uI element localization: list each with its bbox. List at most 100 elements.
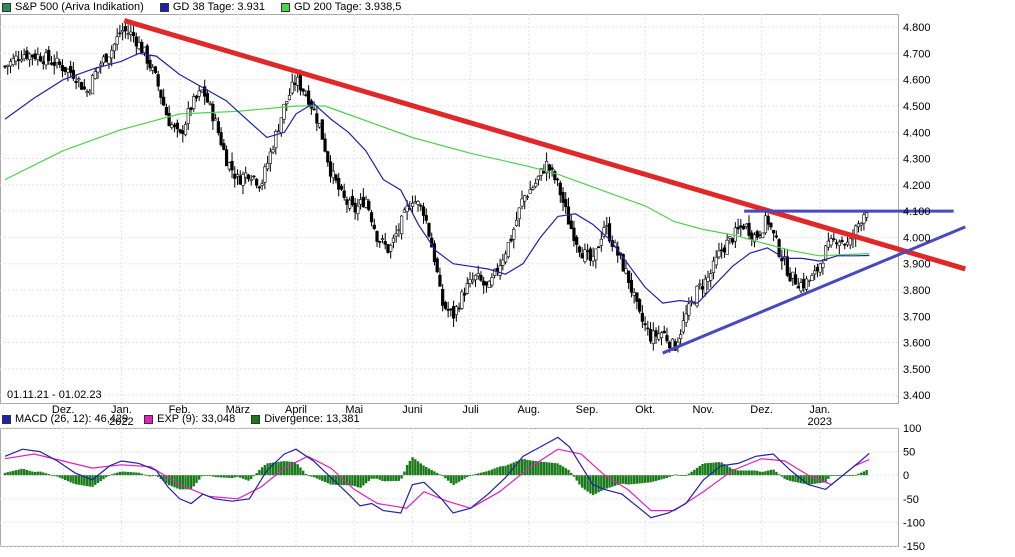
candle-body: [594, 248, 598, 261]
candlestick-series: [3, 20, 869, 353]
candle-body: [523, 195, 527, 202]
candle-body: [520, 198, 524, 207]
divergence-bar: [107, 475, 111, 476]
divergence-bar: [425, 466, 428, 476]
candle-body: [490, 277, 494, 286]
divergence-bar: [115, 472, 119, 476]
legend-item-gd38: GD 38 Tage: 3.931: [158, 1, 265, 13]
candle-body: [22, 54, 26, 60]
divergence-bar: [455, 475, 458, 484]
divergence-bar: [504, 465, 507, 476]
divergence-bar: [777, 474, 781, 476]
x-tick-label: Dez.: [52, 404, 75, 416]
macd-y-tick-label: -150: [903, 541, 925, 553]
candle-body: [167, 112, 171, 127]
divergence-bar: [176, 475, 179, 489]
divergence-bar: [288, 461, 291, 476]
divergence-bar: [384, 475, 387, 482]
divergence-bar: [602, 475, 606, 490]
candle-body: [714, 256, 718, 266]
divergence-bar: [151, 475, 154, 477]
divergence-bar: [611, 475, 614, 487]
divergence-bar: [14, 470, 18, 476]
candle-body: [774, 235, 778, 238]
candle-body: [804, 278, 809, 290]
candle-body: [123, 26, 127, 32]
divergence-bar: [433, 471, 436, 476]
divergence-bar: [438, 474, 442, 476]
candle-body: [640, 312, 644, 322]
divergence-bar: [143, 474, 146, 476]
divergence-bar: [616, 475, 619, 485]
divergence-bar: [550, 462, 554, 476]
divergence-bar: [63, 475, 67, 480]
candle-body: [307, 90, 311, 105]
candle-body: [244, 172, 248, 178]
divergence-bar: [797, 475, 800, 483]
candle-body: [462, 293, 467, 296]
candle-body: [140, 41, 144, 54]
candle-body: [465, 283, 469, 294]
candle-body: [400, 215, 404, 235]
x-tick-label: Mai: [345, 404, 363, 416]
legend-item-exp: EXP (9): 33,048: [142, 413, 235, 425]
divergence-bar: [375, 475, 379, 479]
candle-body: [25, 50, 29, 59]
divergence-bar: [351, 475, 354, 486]
candle-body: [142, 46, 147, 53]
candle-body: [602, 227, 606, 237]
candle-body: [282, 103, 286, 120]
divergence-bar: [69, 475, 72, 483]
divergence-bar: [367, 475, 371, 482]
candle-body: [553, 171, 557, 181]
candle-body: [104, 53, 108, 63]
candle-body: [687, 303, 691, 316]
candle-body: [189, 107, 193, 110]
candle-body: [424, 215, 428, 221]
divergence-bar: [531, 460, 535, 476]
gd38-line: [4, 52, 870, 304]
divergence-bar: [635, 475, 639, 484]
legend-swatch-gd38: [159, 2, 169, 12]
candle-body: [657, 333, 661, 340]
candle-body: [865, 212, 869, 218]
divergence-bar: [559, 464, 562, 476]
candle-body: [815, 266, 820, 272]
candle-body: [531, 187, 535, 190]
divergence-bar: [77, 475, 81, 485]
legend-swatch-macd: [2, 414, 11, 424]
divergence-bar: [553, 463, 557, 476]
candle-body: [107, 56, 111, 64]
candle-body: [79, 82, 84, 90]
candle-body: [3, 65, 7, 68]
candle-body: [241, 174, 245, 186]
divergence-bar: [411, 457, 414, 476]
price-y-tick-label: 3.500: [903, 364, 931, 376]
candle-body: [350, 195, 354, 206]
candle-body: [733, 227, 737, 242]
candle-body: [372, 224, 376, 229]
candle-body: [77, 78, 81, 81]
candle-body: [744, 223, 748, 227]
candle-body: [848, 237, 852, 246]
candle-body: [558, 182, 562, 196]
divergence-bar: [50, 474, 53, 476]
candle-body: [208, 102, 212, 105]
divergence-bar: [851, 475, 855, 476]
divergence-bar: [345, 475, 349, 486]
candle-body: [856, 223, 861, 228]
divergence-bar: [405, 464, 409, 476]
candle-body: [148, 59, 152, 69]
divergence-bar: [206, 475, 209, 476]
divergence-bar: [323, 475, 327, 483]
divergence-bar: [843, 475, 846, 476]
divergence-bar: [586, 475, 589, 492]
divergence-bar: [167, 475, 171, 486]
candle-body: [717, 250, 721, 258]
candle-body: [862, 214, 866, 224]
candle-body: [826, 240, 830, 248]
divergence-bar: [435, 472, 439, 476]
candle-body: [698, 283, 702, 286]
candle-body: [364, 198, 368, 208]
